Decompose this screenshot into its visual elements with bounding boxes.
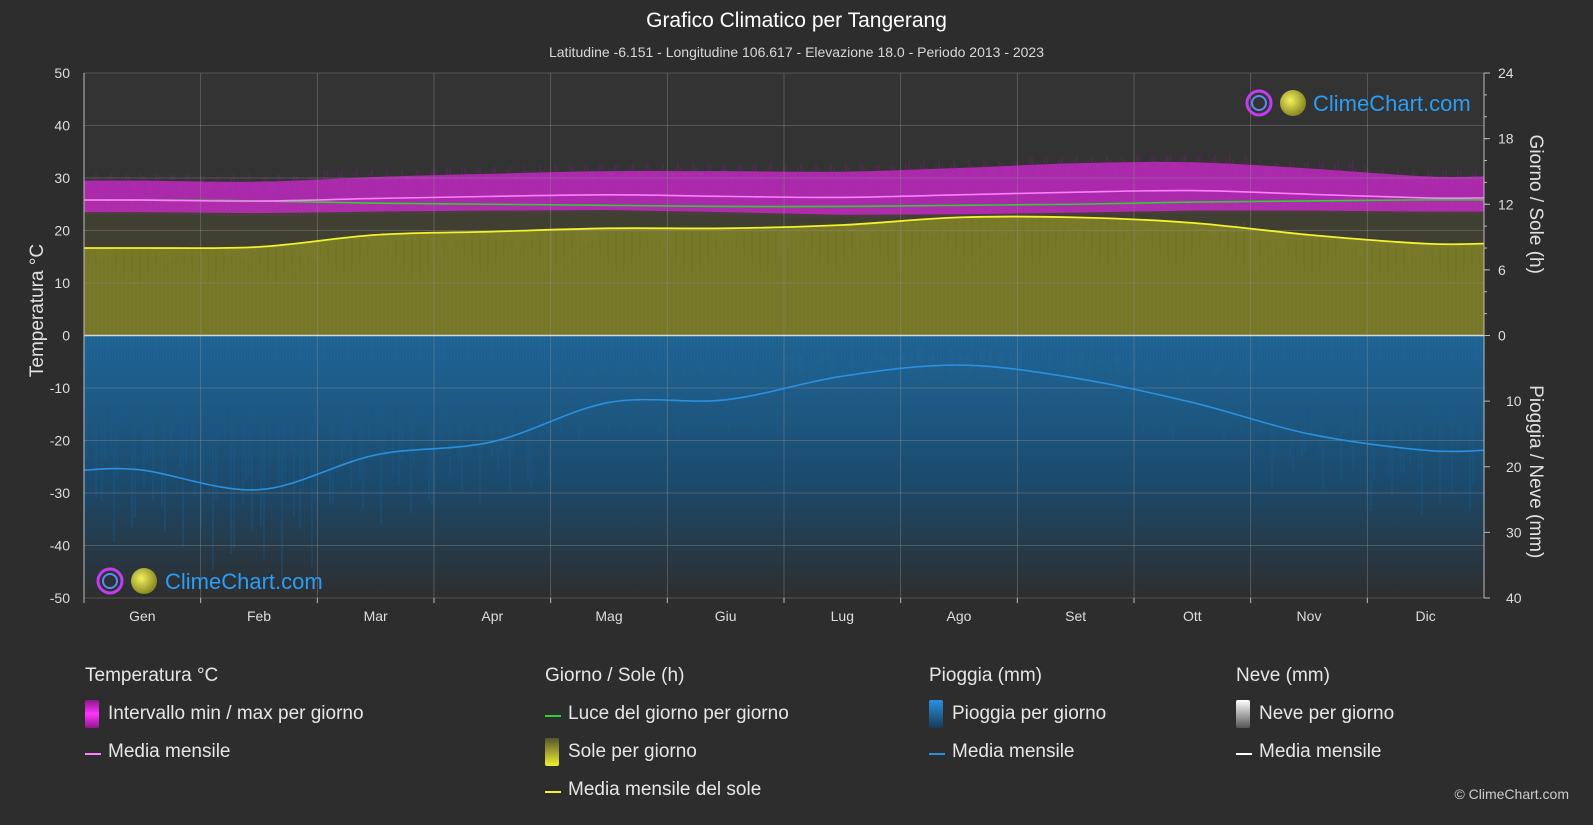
legend-snow-swatch [1236, 700, 1250, 728]
month-label: Giu [715, 608, 737, 624]
month-label: Lug [831, 608, 854, 624]
legend-rain-swatch [929, 700, 943, 728]
left-tick-label: -10 [50, 380, 70, 396]
logo-top: ClimeChart.com [1245, 89, 1471, 117]
legend-snow-mean-swatch [1236, 753, 1252, 755]
right-bottom-tick-label: 10 [1506, 393, 1522, 409]
left-tick-label: -30 [50, 485, 70, 501]
right-top-tick-label: 6 [1498, 262, 1506, 278]
legend-rain-title: Pioggia (mm) [929, 665, 1042, 686]
month-label: Set [1065, 608, 1086, 624]
legend-temp-mean: Media mensile [108, 741, 231, 762]
right-top-tick-label: 0 [1498, 328, 1506, 344]
left-tick-label: 20 [54, 223, 70, 239]
legend-snow-title: Neve (mm) [1236, 665, 1330, 686]
month-label: Apr [481, 608, 503, 624]
month-label: Dic [1416, 608, 1436, 624]
chart-subtitle: Latitudine -6.151 - Longitudine 106.617 … [548, 44, 1045, 60]
right-bottom-tick-label: 20 [1506, 459, 1522, 475]
month-label: Ago [947, 608, 972, 624]
legend-sun-swatch [545, 738, 559, 766]
legend-daylight-swatch [545, 715, 561, 717]
logo-bottom-text: ClimeChart.com [165, 569, 323, 594]
left-tick-label: 10 [54, 275, 70, 291]
right-top-tick-label: 24 [1498, 65, 1514, 81]
rain-mean-line [83, 364, 1485, 491]
month-label: Feb [247, 608, 271, 624]
month-label: Mar [364, 608, 388, 624]
legend-sun-title: Giorno / Sole (h) [545, 665, 685, 686]
right-top-tick-label: 18 [1498, 131, 1514, 147]
month-label: Gen [129, 608, 155, 624]
legend-snow: Neve per giorno [1259, 703, 1395, 724]
copyright: © ClimeChart.com [1454, 786, 1569, 802]
month-label: Mag [595, 608, 622, 624]
sun-mean-line [83, 215, 1485, 250]
legend-sun-mean: Media mensile del sole [568, 779, 762, 800]
left-tick-label: 0 [62, 328, 70, 344]
legend-daylight: Luce del giorno per giorno [568, 703, 789, 724]
left-tick-label: 40 [54, 118, 70, 134]
legend-sun-mean-swatch [545, 791, 561, 793]
legend-temp-range: Intervallo min / max per giorno [108, 703, 364, 724]
daylight-line [83, 198, 1485, 208]
legend-temp-range-swatch [85, 700, 99, 728]
legend-temp-title: Temperatura °C [85, 665, 219, 686]
temperature-mean-line [83, 189, 1485, 202]
right-bottom-tick-label: 40 [1506, 590, 1522, 606]
left-tick-label: -50 [50, 590, 70, 606]
right-bottom-axis-label: Pioggia / Neve (mm) [1525, 385, 1546, 558]
logo-top-text: ClimeChart.com [1313, 91, 1471, 116]
legend-rain-mean-swatch [929, 753, 945, 755]
legend-temp-mean-swatch [85, 753, 101, 755]
left-tick-label: -40 [50, 538, 70, 554]
logo-bottom: ClimeChart.com [96, 567, 323, 595]
month-label: Nov [1297, 608, 1322, 624]
legend-sun: Sole per giorno [568, 741, 697, 762]
left-tick-label: 50 [54, 65, 70, 81]
month-label: Ott [1183, 608, 1202, 624]
legend-snow-mean: Media mensile [1259, 741, 1382, 762]
right-top-axis-label: Giorno / Sole (h) [1525, 135, 1546, 274]
legend-rain-mean: Media mensile [952, 741, 1075, 762]
left-axis-label: Temperatura °C [27, 244, 48, 377]
left-tick-label: 30 [54, 170, 70, 186]
left-tick-label: -20 [50, 433, 70, 449]
right-bottom-tick-label: 30 [1506, 524, 1522, 540]
legend-rain: Pioggia per giorno [952, 703, 1107, 724]
chart-title: Grafico Climatico per Tangerang [646, 9, 947, 32]
right-top-tick-label: 12 [1498, 196, 1514, 212]
